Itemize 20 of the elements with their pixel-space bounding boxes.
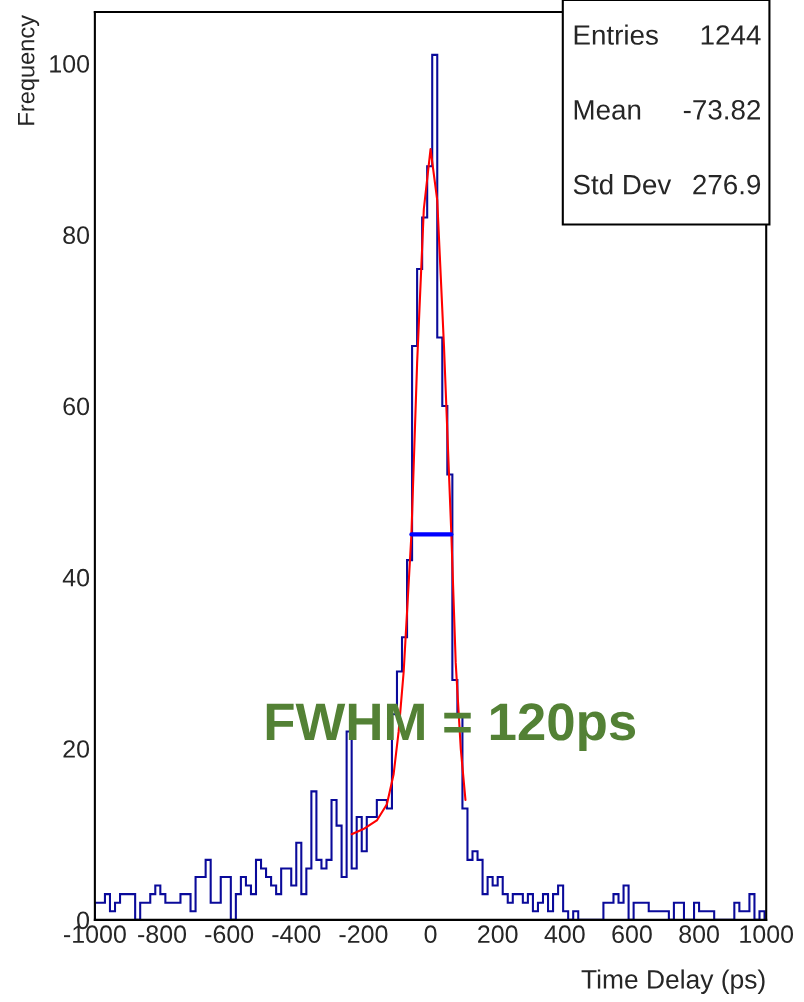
x-axis-title: Time Delay (ps) [581,969,765,994]
x-tick-label: 0 [424,925,437,944]
x-tick-label: 1000 [740,925,794,944]
y-tick-label: 40 [62,568,90,587]
y-tick-label: 60 [63,397,90,416]
x-tick-label: -600 [205,925,254,944]
x-tick-label: -800 [138,925,187,944]
y-tick-label: 100 [50,55,90,73]
y-tick-label: 20 [63,740,90,758]
annotation: Std Dev 276.9 [573,174,761,195]
text: Entries 1244 [574,24,761,45]
y-axis-title: Frequency [18,15,40,125]
x-tick-label: 200 [478,925,518,944]
x-tick-label: 400 [544,925,585,944]
x-tick-label: -200 [339,925,388,944]
y-tick-label: 80 [63,226,90,244]
text: Mean -73.82 [574,100,760,120]
x-tick-label: 800 [679,925,719,944]
x-tick-label: -400 [272,925,321,944]
x-tick-label: 600 [612,925,652,944]
